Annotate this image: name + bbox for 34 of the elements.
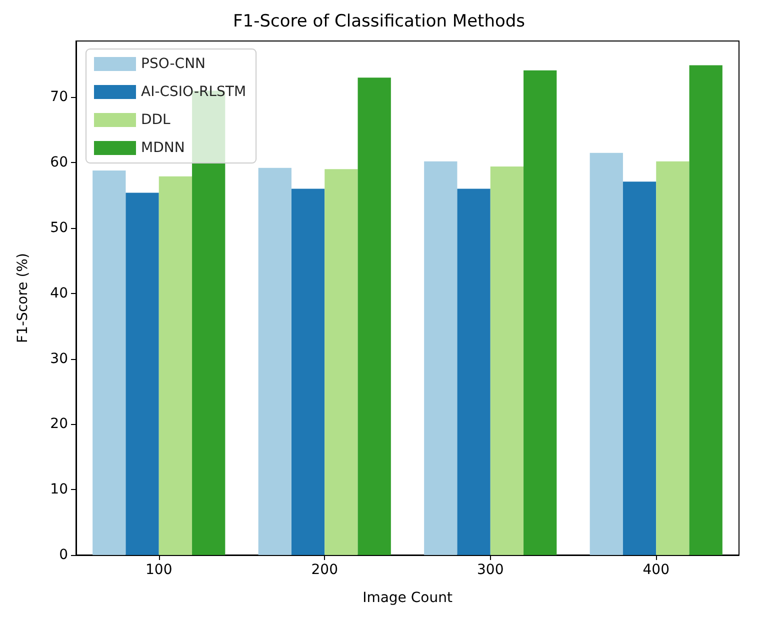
y-tick-label: 40 bbox=[50, 285, 68, 302]
bar bbox=[656, 161, 690, 555]
legend-label: DDL bbox=[141, 112, 171, 128]
y-tick-label: 20 bbox=[50, 416, 68, 432]
x-tick-label: 200 bbox=[311, 562, 338, 578]
y-tick-label: 60 bbox=[50, 154, 68, 171]
bar bbox=[590, 152, 623, 555]
bar bbox=[524, 70, 557, 555]
x-tick-label: 300 bbox=[477, 562, 504, 578]
bar bbox=[158, 176, 192, 555]
bar bbox=[358, 78, 391, 555]
bar bbox=[490, 166, 524, 555]
bar bbox=[457, 188, 490, 555]
legend-label: AI-CSIO-RLSTM bbox=[141, 84, 246, 100]
bar bbox=[291, 188, 325, 555]
bar bbox=[324, 169, 358, 555]
y-tick-label: 30 bbox=[50, 350, 68, 367]
x-tick-label: 100 bbox=[146, 562, 172, 578]
y-tick-label: 10 bbox=[50, 482, 68, 498]
chart-title: F1-Score of Classification Methods bbox=[232, 12, 526, 32]
y-axis-title: F1-Score (%) bbox=[15, 253, 31, 343]
y-tick-label: 0 bbox=[59, 547, 68, 563]
legend-label: PSO-CNN bbox=[141, 56, 206, 72]
y-tick-label: 50 bbox=[50, 220, 68, 236]
bar bbox=[689, 65, 722, 555]
x-tick-label: 400 bbox=[642, 562, 670, 578]
legend-label: MDNN bbox=[141, 140, 185, 156]
bar bbox=[424, 161, 458, 555]
y-tick-label: 70 bbox=[50, 89, 68, 106]
bar bbox=[622, 182, 656, 555]
bar bbox=[258, 168, 292, 555]
x-axis-title: Image Count bbox=[362, 590, 453, 606]
bar bbox=[92, 170, 126, 555]
bar bbox=[126, 192, 159, 555]
